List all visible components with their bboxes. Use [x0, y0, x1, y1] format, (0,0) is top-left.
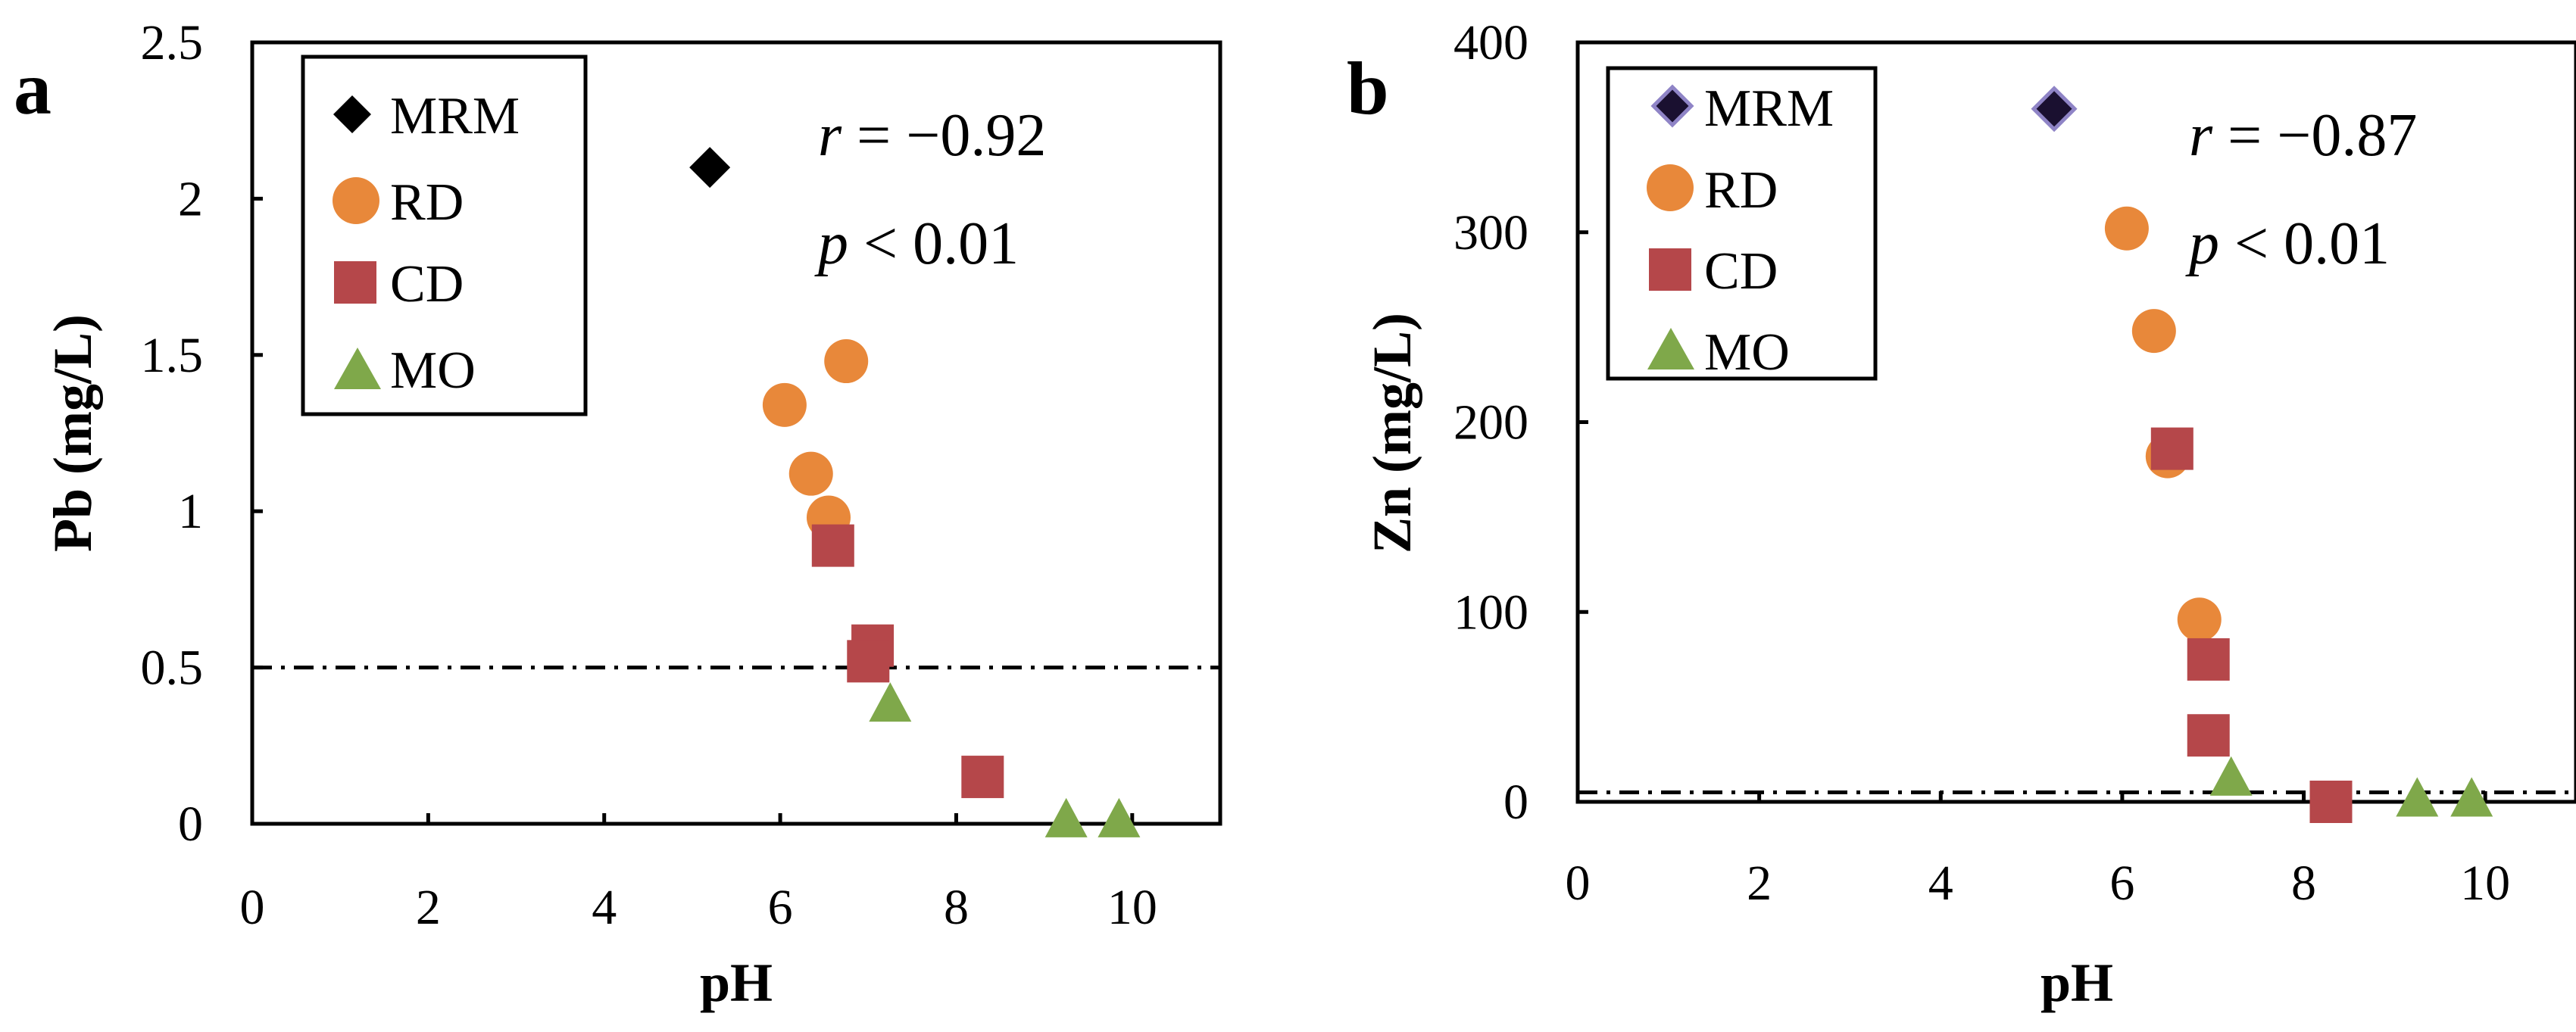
- panel-a-cd-point: [811, 524, 854, 567]
- panel-b-x-tick-label: 10: [2460, 856, 2510, 911]
- panel-a-y-tick-label: 2.5: [141, 15, 204, 70]
- legend-a-mo-label: MO: [390, 341, 476, 400]
- panel-b-cd-point: [2150, 427, 2194, 470]
- legend-b-cd-label: CD: [1704, 242, 1778, 301]
- panel-a-mo-point: [1044, 797, 1088, 837]
- legend-b-cd-square-icon: [1649, 248, 1691, 291]
- legend-b-mrm-diamond-icon: [1650, 84, 1694, 128]
- panel-b-x-tick-label: 2: [1747, 856, 1772, 911]
- legend-b-mo-label: MO: [1704, 323, 1790, 382]
- panel-b-y-tick-label: 0: [1503, 775, 1528, 830]
- panel-b-legend: MRM RD CD MO: [1606, 66, 1878, 382]
- panel-a-x-tick-label: 4: [592, 880, 617, 935]
- panel-b-x-tick-label: 6: [2109, 856, 2134, 911]
- panel-a-x-axis-label: pH: [700, 952, 773, 1013]
- panel-b: b 0 100 200 300 400 0 2 4 6 8 10 pH Zn (mg/L) MRM…: [1347, 15, 2576, 1013]
- panel-a-x-tick-label: 0: [240, 880, 265, 935]
- panel-b-mo-point: [2396, 777, 2439, 817]
- legend-b-rd-label: RD: [1704, 161, 1778, 220]
- panel-a-y-tick-label: 0: [178, 797, 203, 852]
- legend-b-rd-circle-icon: [1647, 164, 1694, 211]
- panel-a-label: a: [14, 46, 52, 130]
- panel-b-x-tick-label: 4: [1928, 856, 1953, 911]
- panel-b-y-tick-label: 300: [1453, 205, 1528, 260]
- panel-b-legend-box: [1606, 66, 1878, 381]
- panel-b-y-tick-label: 100: [1453, 585, 1528, 640]
- panel-b-mrm-point: [2031, 86, 2078, 133]
- panel-a-x-tick-label: 8: [944, 880, 969, 935]
- panel-b-label: b: [1347, 46, 1389, 130]
- legend-a-mrm-label: MRM: [390, 87, 520, 145]
- panel-b-y-tick-label: 400: [1453, 15, 1528, 70]
- legend-b-mo-triangle-icon: [1647, 328, 1694, 369]
- panel-a-x-tick-label: 6: [768, 880, 793, 935]
- panel-a-p-stat: p < 0.01: [814, 210, 1019, 277]
- panel-b-cd-point: [2187, 638, 2230, 681]
- panel-a-cd-point: [961, 756, 1004, 799]
- panel-a-x-tick-label: 10: [1107, 880, 1157, 935]
- panel-a-cd-point: [847, 640, 890, 683]
- panel-a-rd-point: [824, 339, 869, 384]
- panel-a-x-tick-label: 2: [416, 880, 441, 935]
- panel-b-x-tick-label: 0: [1566, 856, 1591, 911]
- panel-a-y-tick-label: 2: [178, 171, 203, 226]
- panel-b-y-axis-label: Zn (mg/L): [1362, 313, 1422, 553]
- panel-b-mo-point: [2209, 756, 2253, 796]
- panel-a-y-axis-label: Pb (mg/L): [42, 314, 103, 552]
- legend-a-cd-label: CD: [390, 255, 464, 313]
- legend-a-mo-triangle-icon: [334, 348, 381, 389]
- panel-a-legend: MRM RD CD MO: [301, 55, 588, 416]
- panel-a-mo-point: [869, 682, 912, 722]
- panel-a-rd-point: [762, 382, 807, 427]
- panel-b-rd-point: [2177, 597, 2222, 642]
- legend-a-cd-square-icon: [334, 261, 376, 304]
- panel-b-x-axis-label: pH: [2041, 952, 2113, 1013]
- panel-a-rd-point: [788, 451, 833, 496]
- panel-b-mo-point: [2450, 777, 2493, 817]
- panel-b-y-tick-label: 200: [1453, 395, 1528, 451]
- panel-b-rd-point: [2104, 206, 2149, 251]
- panel-b-rd-point: [2131, 309, 2176, 354]
- legend-a-rd-label: RD: [390, 173, 464, 232]
- legend-b-mrm-label: MRM: [1704, 80, 1834, 138]
- legend-a-rd-circle-icon: [333, 177, 379, 224]
- panel-b-x-tick-label: 8: [2291, 856, 2316, 911]
- panel-b-cd-point: [2187, 714, 2230, 757]
- panel-b-cd-point: [2309, 781, 2353, 823]
- legend-a-mrm-diamond-icon: [333, 95, 371, 133]
- panel-a-y-tick-label: 1: [178, 484, 203, 539]
- panel-a: a 0 0.5 1 1.5 2 2.5 0 2 4 6 8 10 pH Pb (mg/L) MRM …: [14, 15, 1222, 1013]
- panel-a-mo-point: [1098, 797, 1141, 837]
- panel-a-plot-frame: [250, 40, 1222, 826]
- panel-a-y-tick-label: 1.5: [141, 328, 204, 383]
- panel-a-r-stat: r = −0.92: [818, 102, 1046, 169]
- panel-a-mrm-point: [689, 147, 731, 189]
- panel-b-p-stat: p < 0.01: [2185, 210, 2390, 277]
- panel-a-y-tick-label: 0.5: [141, 641, 204, 696]
- panel-b-r-stat: r = −0.87: [2189, 102, 2417, 169]
